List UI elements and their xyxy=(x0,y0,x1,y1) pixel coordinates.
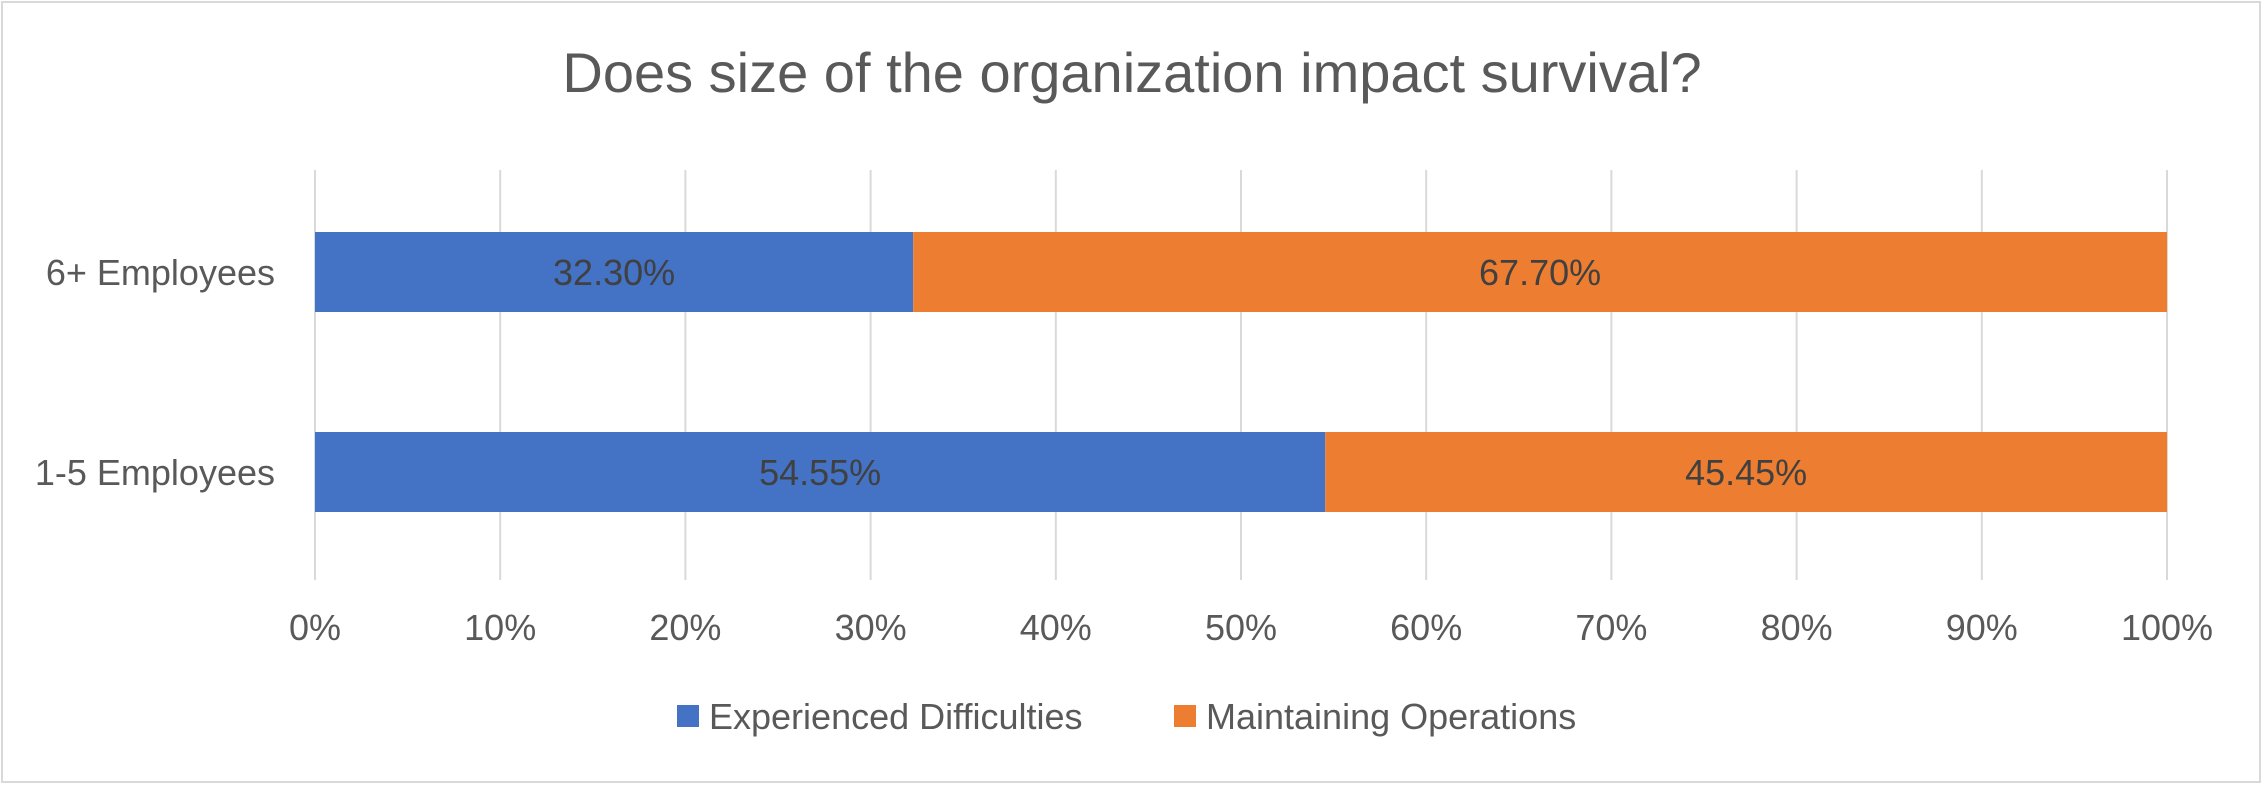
legend-swatch xyxy=(677,705,699,727)
x-tick-label: 90% xyxy=(1946,607,2018,648)
data-label: 32.30% xyxy=(553,252,675,293)
legend-label: Maintaining Operations xyxy=(1206,696,1576,737)
value-axis: 0% 10% 20% 30% 40% 50% 60% 70% 80% 90% 100% xyxy=(289,607,2213,648)
category-label: 6+ Employees xyxy=(46,252,275,293)
category-axis: 6+ Employees 1-5 Employees xyxy=(35,252,275,493)
data-label: 67.70% xyxy=(1479,252,1601,293)
legend-label: Experienced Difficulties xyxy=(709,696,1083,737)
bar-segment xyxy=(913,232,2167,312)
bar-segment xyxy=(315,432,1326,512)
x-tick-label: 50% xyxy=(1205,607,1277,648)
x-tick-label: 0% xyxy=(289,607,341,648)
x-tick-label: 10% xyxy=(464,607,536,648)
x-tick-label: 60% xyxy=(1390,607,1462,648)
chart-title: Does size of the organization impact sur… xyxy=(562,41,1701,104)
grid-layer xyxy=(314,170,2168,580)
x-tick-label: 100% xyxy=(2121,607,2213,648)
data-label: 45.45% xyxy=(1685,452,1807,493)
x-tick-label: 40% xyxy=(1020,607,1092,648)
x-tick-label: 20% xyxy=(649,607,721,648)
bar-layer: 32.30% 67.70% 54.55% 45.45% xyxy=(315,232,2167,512)
bar-segment xyxy=(315,232,914,312)
category-label: 1-5 Employees xyxy=(35,452,275,493)
x-tick-label: 70% xyxy=(1575,607,1647,648)
legend-swatch xyxy=(1174,705,1196,727)
x-tick-label: 80% xyxy=(1761,607,1833,648)
legend: Experienced Difficulties Maintaining Oper… xyxy=(677,696,1576,737)
data-label: 54.55% xyxy=(759,452,881,493)
bar-segment xyxy=(1325,432,2167,512)
x-tick-label: 30% xyxy=(835,607,907,648)
